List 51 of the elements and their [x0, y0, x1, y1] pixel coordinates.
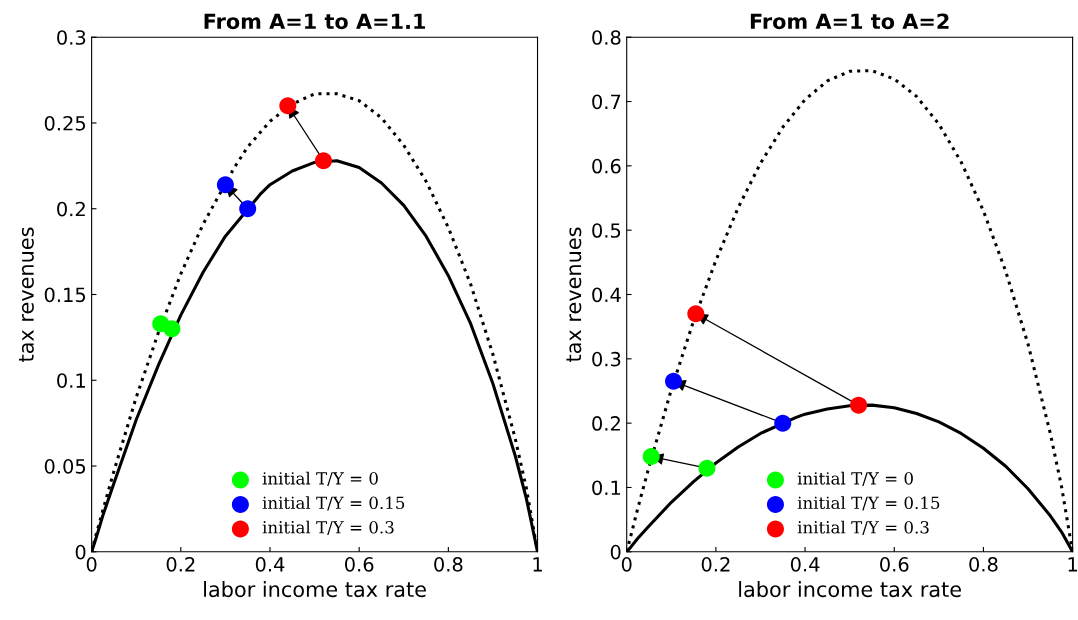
y-tick-label: 0.15 [44, 287, 86, 303]
point [279, 97, 297, 115]
x-tick-label: 0.2 [166, 557, 195, 572]
point [152, 315, 170, 333]
legend-label: initial T/Y = 0.15 [262, 496, 405, 511]
y-tick-label: 0 [610, 544, 621, 560]
point [687, 305, 705, 323]
x-tick-label: 0 [621, 557, 632, 572]
y-axis-title: tax revenues [18, 227, 34, 362]
y-tick-label: 0.2 [592, 416, 620, 431]
y-tick-label: 0.2 [57, 201, 85, 217]
point [314, 152, 332, 170]
y-tick-label: 0.6 [592, 158, 621, 174]
y-axis-title: tax revenues [566, 227, 582, 362]
y-tick-label: 0.5 [592, 223, 621, 238]
y-tick-label: 0.1 [57, 373, 85, 388]
point [665, 372, 683, 390]
x-tick-label: 1 [1068, 557, 1077, 572]
x-tick-label: 0.8 [969, 557, 998, 572]
y-tick-label: 0.3 [592, 351, 621, 367]
legend-label: initial T/Y = 0.3 [797, 520, 929, 535]
point [850, 396, 868, 414]
y-tick-label: 0.8 [592, 30, 621, 45]
legend-label: initial T/Y = 0 [262, 471, 378, 486]
x-tick-label: 0.6 [344, 557, 374, 572]
point [239, 200, 257, 218]
x-tick-label: 0.4 [790, 557, 820, 572]
x-tick-label: 0.2 [701, 557, 730, 572]
x-axis-title: labor income tax rate [739, 581, 961, 598]
x-tick-label: 0.6 [880, 557, 909, 572]
x-axis-title: labor income tax rate [204, 581, 426, 598]
point [642, 448, 660, 466]
point [774, 414, 792, 432]
legend-label: initial T/Y = 0 [797, 471, 913, 486]
point [216, 176, 234, 194]
y-tick-label: 0.7 [592, 94, 621, 110]
x-tick-label: 1 [533, 557, 542, 572]
y-tick-label: 0.3 [57, 30, 86, 45]
chart-title: From A=1 to A=1.1 [204, 13, 426, 30]
legend-label: initial T/Y = 0.15 [797, 496, 940, 511]
y-tick-label: 0.4 [592, 287, 621, 303]
x-tick-label: 0.4 [255, 557, 285, 572]
chart-title: From A=1 to A=2 [750, 13, 949, 30]
legend-label: initial T/Y = 0.3 [262, 520, 394, 535]
point [698, 459, 716, 477]
y-tick-label: 0.1 [592, 480, 621, 496]
y-tick-label: 0.05 [44, 458, 86, 474]
y-tick-label: 0 [75, 544, 86, 560]
x-tick-label: 0.8 [434, 557, 463, 572]
y-tick-label: 0.25 [44, 115, 86, 131]
x-tick-label: 0 [86, 557, 97, 572]
